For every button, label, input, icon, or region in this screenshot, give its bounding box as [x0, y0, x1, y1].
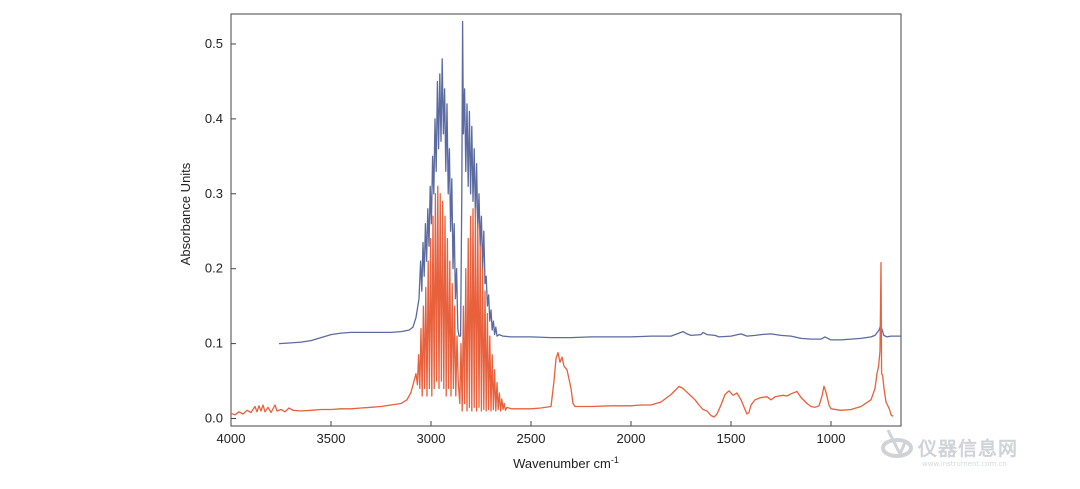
y-tick-label: 0.2	[205, 261, 223, 276]
y-tick-label: 0.5	[205, 36, 223, 51]
watermark-logo-icon	[881, 429, 913, 458]
x-tick-label: 2000	[617, 431, 646, 446]
x-tick-label: 1500	[717, 431, 746, 446]
x-tick-label: 4000	[217, 431, 246, 446]
x-axis-title: Wavenumber cm-1	[513, 455, 619, 471]
watermark: 仪器信息网 www.instrument.com.cn	[881, 429, 1018, 468]
x-tick-label: 3500	[317, 431, 346, 446]
x-axis: 4000 3500 3000 2500 2000 1500 1000	[217, 421, 846, 446]
x-tick-label: 2500	[517, 431, 546, 446]
plot-frame	[230, 13, 902, 427]
series-layer	[230, 20, 901, 418]
y-axis: 0.0 0.1 0.2 0.3 0.4 0.5	[205, 36, 236, 426]
watermark-text: 仪器信息网	[917, 437, 1018, 460]
y-tick-label: 0.3	[205, 186, 223, 201]
x-tick-label: 3000	[417, 431, 446, 446]
y-tick-label: 0.0	[205, 411, 223, 426]
x-tick-label: 1000	[817, 431, 846, 446]
series-line-1	[278, 20, 901, 345]
y-tick-label: 0.1	[205, 336, 223, 351]
series-line-2	[230, 185, 894, 418]
y-axis-title: Absorbance Units	[178, 162, 193, 265]
watermark-subtext: www.instrument.com.cn	[922, 460, 1007, 468]
x-axis-title-superscript: -1	[611, 455, 619, 465]
y-tick-label: 0.4	[205, 111, 223, 126]
